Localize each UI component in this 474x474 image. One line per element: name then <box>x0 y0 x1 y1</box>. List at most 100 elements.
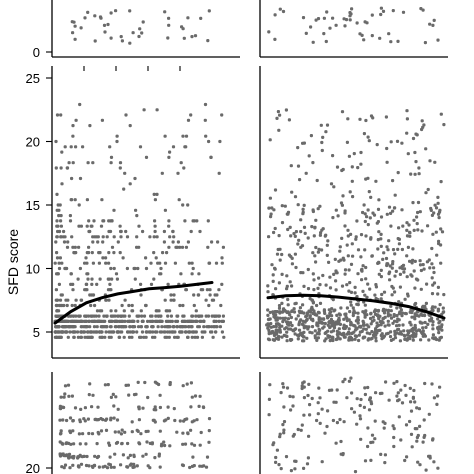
panel-middle-right-point <box>364 309 368 313</box>
panel-bottom-right-point <box>392 444 396 449</box>
panel-middle-right-point <box>405 117 409 121</box>
panel-bottom-left-point <box>109 416 113 420</box>
panel-middle-left-point <box>57 309 61 313</box>
panel-middle-right-point <box>410 261 414 265</box>
panel-bottom-left-point <box>202 405 206 410</box>
panel-bottom-right-point <box>306 393 310 398</box>
panel-middle-right-point <box>283 204 287 208</box>
panel-bottom-left-point <box>126 465 130 469</box>
panel-middle-right-point <box>345 243 349 247</box>
panel-middle-right-point <box>330 335 334 339</box>
panel-middle-right-point <box>346 228 350 232</box>
panel-middle-right-point <box>428 159 432 163</box>
panel-bottom-right-point <box>422 435 426 439</box>
panel-top-left-point <box>167 16 171 20</box>
panel-middle-left-point <box>184 319 188 323</box>
panel-middle-left-point <box>127 335 132 339</box>
panel-bottom-right-point <box>367 408 372 412</box>
panel-middle-right-point <box>393 206 397 210</box>
panel-middle-left-point <box>107 229 111 234</box>
panel-bottom-right-point <box>363 386 367 390</box>
panel-bottom-right-point <box>350 407 354 411</box>
panel-middle-left-point <box>60 293 64 297</box>
panel-middle-right-point <box>351 313 355 318</box>
panel-top-right-point <box>350 7 354 11</box>
panel-bottom-right-point <box>308 413 312 417</box>
panel-middle-right-point <box>363 219 367 224</box>
panel-middle-left-point <box>154 256 158 260</box>
panel-middle-left-point <box>117 335 122 339</box>
panel-middle-left-point <box>153 335 157 339</box>
panel-bottom-left-point <box>181 442 185 446</box>
panel-middle-left-point <box>57 261 61 265</box>
panel-middle-left-point <box>60 150 64 154</box>
panel-middle-right-point <box>277 323 281 327</box>
panel-middle-left-point <box>210 330 214 334</box>
panel-top-left-point <box>120 39 124 43</box>
panel-middle-left-point <box>65 303 69 308</box>
panel-middle-right-point <box>395 139 400 143</box>
panel-middle-right-point <box>280 335 284 339</box>
panel-middle-right-point <box>432 266 436 270</box>
panel-middle-left-point <box>97 251 101 255</box>
panel-top-left-point <box>83 16 87 20</box>
panel-bottom-left-point <box>181 431 185 435</box>
panel-middle-left-point <box>190 314 194 318</box>
panel-middle-right-point <box>408 259 412 263</box>
panel-top-right-point <box>391 9 395 13</box>
panel-top-right-point <box>432 18 436 22</box>
panel-top-right-point <box>360 33 364 37</box>
panel-middle-left-point <box>98 335 102 339</box>
panel-middle-left-point <box>202 319 206 323</box>
panel-middle-left-point <box>184 288 188 292</box>
panel-middle-right-point <box>281 316 285 320</box>
panel-middle-left-point <box>221 245 225 249</box>
panel-middle-right-point <box>421 326 425 330</box>
panel-middle-right-point <box>273 266 277 270</box>
panel-top-right-point <box>331 16 335 20</box>
panel-middle-right-point <box>379 333 383 338</box>
panel-bottom-right-point <box>267 397 271 401</box>
panel-bottom-right-point <box>334 441 338 445</box>
panel-middle-right-point <box>380 337 384 341</box>
panel-middle-right-point <box>397 226 401 230</box>
panel-middle-left-point <box>204 298 208 302</box>
panel-middle-left-point <box>163 261 168 265</box>
panel-middle-right-point <box>435 253 439 257</box>
panel-middle-left-point <box>136 319 140 323</box>
panel-middle-right-point <box>304 171 308 175</box>
panel-middle-right-point <box>338 249 342 253</box>
panel-middle-right-point <box>400 141 404 145</box>
panel-middle-left-point <box>168 309 172 313</box>
panel-middle-right-point <box>287 118 291 122</box>
panel-middle-right-point <box>388 313 392 317</box>
panel-bottom-left-point <box>109 395 113 399</box>
panel-middle-right-point <box>405 109 409 113</box>
panel-middle-right-point <box>405 228 409 232</box>
panel-middle-right-point <box>420 305 425 309</box>
panel-middle-right-point <box>296 242 300 246</box>
panel-bottom-left-point <box>127 393 131 397</box>
panel-middle-left-point <box>112 208 116 212</box>
panel-middle-right-point <box>296 337 300 341</box>
panel-top-right-point <box>324 39 328 44</box>
panel-middle-right-point <box>316 250 320 254</box>
panel-middle-right-point <box>411 308 415 312</box>
panel-middle-left-y-tick-label-0: 5 <box>33 325 40 340</box>
panel-middle-left-point <box>205 325 209 329</box>
panel-bottom-right-point <box>362 405 366 409</box>
panel-middle-left-point <box>55 256 60 260</box>
panel-middle-left-point <box>107 298 111 302</box>
panel-bottom-left-point <box>205 455 210 459</box>
panel-middle-right-point <box>354 237 358 241</box>
panel-bottom-left-point <box>59 429 63 433</box>
panel-bottom-left-point <box>71 429 75 433</box>
panel-middle-right-point <box>319 123 323 127</box>
panel-bottom-right-point <box>413 400 417 404</box>
panel-top-right-point <box>365 21 369 25</box>
panel-middle-right-point <box>385 212 389 216</box>
panel-middle-right-point <box>431 333 435 337</box>
panel-middle-right-point <box>350 165 354 169</box>
panel-top-left-point <box>109 11 113 15</box>
panel-middle-right-point <box>301 207 305 211</box>
